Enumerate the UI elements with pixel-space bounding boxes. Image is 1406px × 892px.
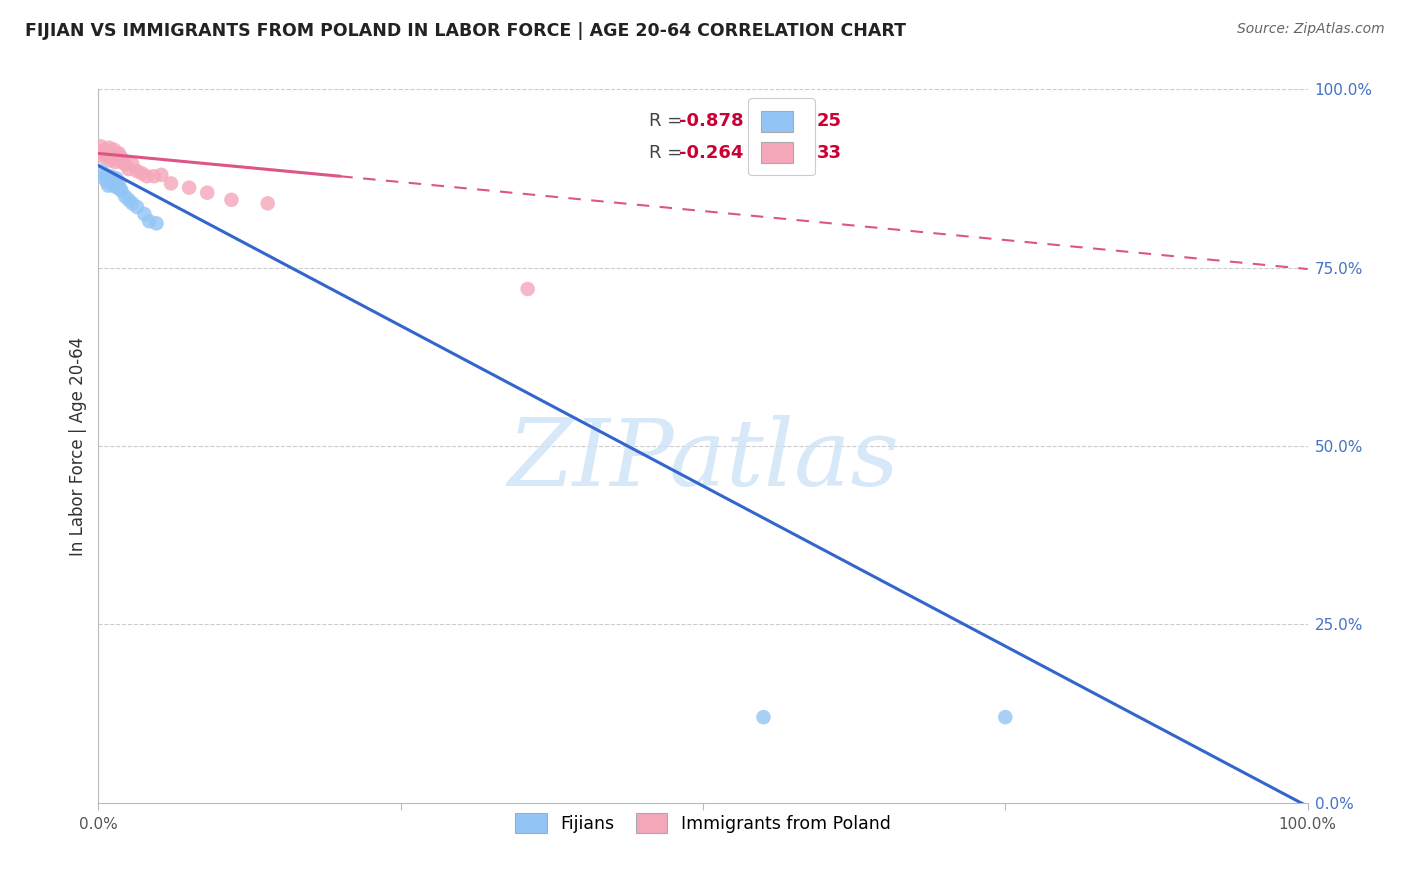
Text: -0.264: -0.264 bbox=[679, 145, 744, 162]
Point bbox=[131, 166, 153, 180]
Point bbox=[121, 196, 143, 211]
Point bbox=[103, 143, 125, 157]
Point bbox=[96, 175, 118, 189]
Point bbox=[108, 150, 131, 164]
Point bbox=[100, 153, 122, 168]
Point bbox=[93, 143, 115, 157]
Point bbox=[91, 164, 114, 178]
Point bbox=[114, 189, 136, 203]
Point bbox=[91, 150, 114, 164]
Y-axis label: In Labor Force | Age 20-64: In Labor Force | Age 20-64 bbox=[69, 336, 87, 556]
Text: R =: R = bbox=[648, 112, 688, 130]
Point bbox=[111, 152, 134, 166]
Point bbox=[516, 282, 538, 296]
Point bbox=[179, 180, 201, 194]
Point bbox=[118, 162, 141, 177]
Point bbox=[145, 216, 167, 230]
Point bbox=[100, 169, 122, 184]
Point bbox=[91, 146, 114, 161]
Point bbox=[100, 177, 122, 191]
Text: N =: N = bbox=[758, 112, 814, 130]
Point bbox=[135, 169, 157, 184]
Point bbox=[138, 214, 160, 228]
Point bbox=[114, 157, 136, 171]
Point bbox=[94, 148, 117, 162]
Text: 25: 25 bbox=[817, 112, 842, 130]
Point bbox=[127, 164, 149, 178]
Point bbox=[103, 179, 125, 194]
Text: N =: N = bbox=[758, 145, 814, 162]
Point bbox=[104, 175, 127, 189]
Text: -0.878: -0.878 bbox=[679, 112, 744, 130]
Point bbox=[105, 146, 128, 161]
Point bbox=[108, 175, 131, 189]
Text: ZIPatlas: ZIPatlas bbox=[508, 416, 898, 505]
Point bbox=[256, 196, 278, 211]
Point bbox=[101, 170, 124, 185]
Point bbox=[107, 180, 129, 194]
Point bbox=[160, 177, 183, 191]
Point bbox=[143, 169, 166, 184]
Point bbox=[221, 193, 243, 207]
Point bbox=[107, 151, 129, 165]
Point bbox=[101, 150, 124, 164]
Point bbox=[150, 168, 173, 182]
Point bbox=[97, 178, 120, 193]
Legend: Fijians, Immigrants from Poland: Fijians, Immigrants from Poland bbox=[503, 801, 903, 846]
Point bbox=[121, 157, 143, 171]
Point bbox=[110, 155, 132, 169]
Point bbox=[100, 146, 122, 161]
Point bbox=[110, 184, 132, 198]
Text: Source: ZipAtlas.com: Source: ZipAtlas.com bbox=[1237, 22, 1385, 37]
Point bbox=[127, 200, 149, 214]
Point bbox=[98, 141, 121, 155]
Point bbox=[93, 171, 115, 186]
Text: FIJIAN VS IMMIGRANTS FROM POLAND IN LABOR FORCE | AGE 20-64 CORRELATION CHART: FIJIAN VS IMMIGRANTS FROM POLAND IN LABO… bbox=[25, 22, 907, 40]
Point bbox=[752, 710, 775, 724]
Point bbox=[98, 173, 121, 187]
Point bbox=[994, 710, 1017, 724]
Point bbox=[195, 186, 218, 200]
Point bbox=[94, 168, 117, 182]
Point bbox=[97, 150, 120, 164]
Point bbox=[96, 145, 118, 159]
Point bbox=[104, 155, 127, 169]
Point bbox=[108, 146, 131, 161]
Point bbox=[134, 207, 156, 221]
Point bbox=[108, 182, 131, 196]
Point bbox=[90, 139, 112, 153]
Point bbox=[105, 171, 128, 186]
Point bbox=[118, 193, 141, 207]
Text: R =: R = bbox=[648, 145, 688, 162]
Text: 33: 33 bbox=[817, 145, 842, 162]
